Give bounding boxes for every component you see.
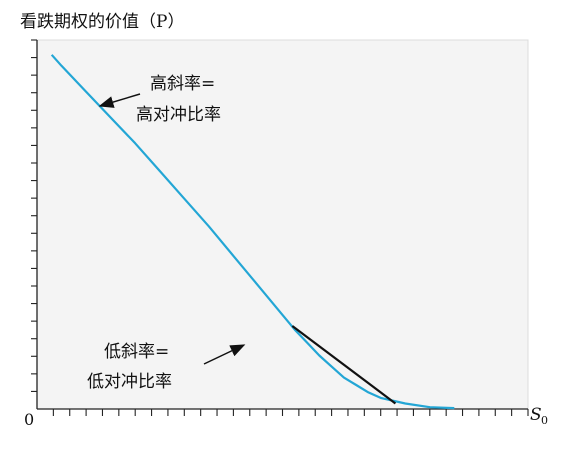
x-axis-label-subscript: 0: [541, 414, 548, 427]
chart-title: 看跌期权的价值（P）: [20, 12, 184, 32]
y-axis-ticks: [31, 39, 37, 392]
x-axis-ticks: [52, 409, 529, 416]
annotation-low-slope: 低斜率=: [104, 342, 169, 362]
plot-panel: [36, 39, 529, 410]
annotation-low-hedge: 低对冲比率: [87, 372, 172, 392]
put-value-curve: [50, 54, 455, 410]
annotation-high-hedge: 高对冲比率: [136, 105, 221, 125]
annotation-arrow-high: [98, 93, 141, 108]
annotation-arrow-low: [203, 344, 246, 365]
annotation-high-slope: 高斜率=: [150, 74, 215, 94]
origin-label: 0: [24, 410, 34, 429]
x-axis-label: S: [530, 405, 542, 425]
tangent-line: [291, 325, 397, 405]
curve-layer: [50, 54, 455, 410]
